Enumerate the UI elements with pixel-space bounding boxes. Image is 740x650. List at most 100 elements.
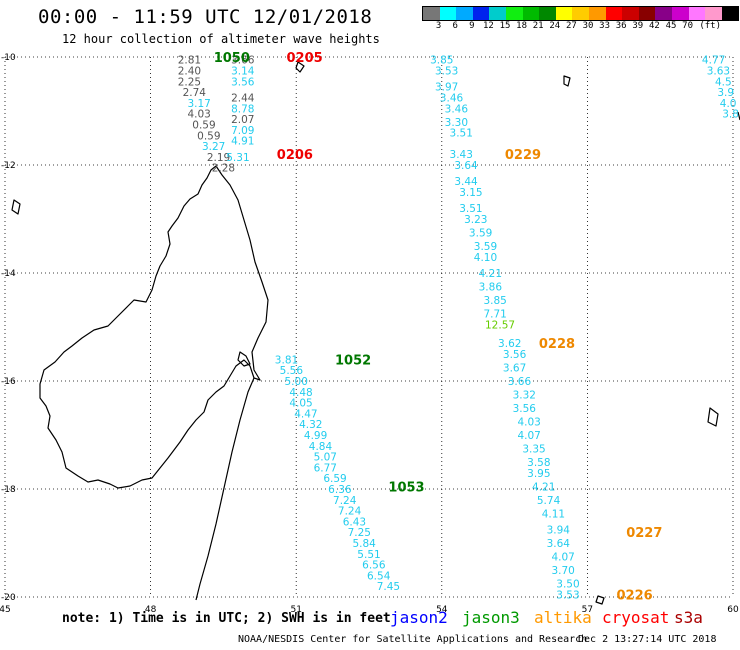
map-title: 00:00 - 11:59 UTC 12/01/2018: [38, 6, 373, 28]
wave-height-value: 6.56: [362, 560, 386, 572]
wave-height-value: 4.21: [532, 481, 555, 493]
wave-height-value: 4.07: [517, 430, 540, 442]
wave-height-value: 3.53: [556, 589, 579, 601]
wave-height-value: 5.00: [285, 376, 308, 388]
wave-height-value: 3.51: [450, 128, 473, 140]
wave-height-value: 4.0: [720, 98, 737, 110]
wave-height-value: 4.48: [289, 387, 312, 399]
island: [707, 407, 719, 427]
wave-height-value: 3.56: [503, 349, 527, 361]
lon-tick-label: 60: [727, 605, 739, 615]
wave-height-value: 0.59: [197, 130, 220, 142]
wave-height-value: 6.54: [367, 570, 391, 582]
colorbar-label: 12: [482, 21, 494, 31]
wave-height-value: 4.11: [542, 508, 565, 520]
wave-height-value: 3.94: [547, 525, 571, 537]
wave-height-value: 3.64: [547, 538, 571, 550]
wave-height-value: 4.5: [715, 76, 732, 88]
wave-height-value: 3.85: [430, 55, 453, 67]
wave-height-value: 4.05: [289, 398, 312, 410]
wave-height-value: 3.85: [483, 295, 506, 307]
wave-height-value: 4.32: [299, 419, 322, 431]
wave-height-value: 4.10: [474, 252, 497, 264]
wave-height-value: 4.84: [309, 441, 333, 453]
colorbar-swatch: [605, 7, 623, 20]
colorbar-label: 24: [549, 21, 561, 31]
wave-height-value: 8.78: [231, 103, 254, 115]
colorbar-swatch: [572, 7, 589, 20]
pass-time-label: 0228: [539, 337, 575, 352]
wave-height-value: 7.09: [231, 125, 254, 137]
pass-time-label: 1052: [335, 353, 371, 368]
madagascar-coast: [39, 165, 269, 489]
pass-time-label: 1053: [388, 480, 424, 495]
colorbar-swatch: [423, 7, 440, 20]
wave-height-value: 2.25: [178, 76, 201, 88]
colorbar-label: 36: [615, 21, 627, 31]
wave-height-value: 5.07: [314, 452, 337, 464]
wave-height-value: 3.15: [459, 187, 482, 199]
wave-height-value: 3.95: [527, 468, 550, 480]
wave-height-value: 4.47: [294, 408, 317, 420]
wave-height-value: 3.97: [435, 82, 458, 94]
credit-text: NOAA/NESDIS Center for Satellite Applica…: [238, 634, 588, 645]
wave-height-value: 3.17: [187, 98, 210, 110]
colorbar-label: 70: [682, 21, 694, 31]
pass-time-labels: 1050 0205 0206 1052 1053 0229 0228 0227 0226: [214, 51, 663, 603]
island: [237, 351, 251, 367]
madagascar-east-coast: [195, 377, 255, 601]
island: [11, 199, 21, 215]
colorbar-swatch: [539, 7, 556, 20]
wave-height-value: 3.46: [445, 103, 469, 115]
legend-jason2: jason2: [390, 608, 448, 627]
wave-height-value: 6.59: [323, 473, 346, 485]
wave-height-value: 3.86: [479, 282, 503, 294]
wave-height-value: 2.40: [178, 66, 201, 78]
wave-height-value: 3.67: [503, 363, 526, 375]
map-subtitle: 12 hour collection of altimeter wave hei…: [62, 32, 380, 46]
wave-height-value: 3.56: [231, 76, 255, 88]
lon-tick-label: 57: [582, 605, 593, 615]
colorbar-swatch: [622, 7, 639, 20]
colorbar-swatch: [705, 7, 722, 20]
colorbar-label: 33: [599, 21, 611, 31]
pass-time-label: 0206: [277, 148, 313, 163]
island: [563, 75, 571, 87]
wave-height-value: 4.07: [551, 552, 574, 564]
wave-height-value: 3.70: [551, 565, 574, 577]
wave-height-value: 3.56: [513, 403, 537, 415]
wave-height-value: 3.43: [450, 149, 473, 161]
lat-tick-label: -18: [1, 485, 16, 495]
axis-tick-labels: 45 48 51 54 57 60 -10 -12 -14 -16 -18 -20: [0, 53, 739, 615]
colorbar-label: 30: [582, 21, 594, 31]
wave-height-value: 3.53: [435, 66, 458, 78]
colorbar-swatch: [505, 7, 523, 20]
wave-height-value: 3.51: [459, 203, 482, 215]
wave-height-value: 6.77: [314, 462, 337, 474]
pass-time-label: 0205: [286, 51, 322, 66]
wave-height-value: 4.03: [187, 109, 210, 121]
wave-height-value: 3.46: [440, 93, 464, 105]
wave-height-value: 2.74: [183, 87, 207, 99]
lon-tick-label: 54: [436, 605, 448, 615]
wave-height-value: 3.35: [522, 444, 545, 456]
wave-height-value: 7.71: [483, 309, 506, 321]
colorbar-label: 39: [632, 21, 644, 31]
wave-height-value: 3.32: [513, 390, 536, 402]
wave-height-colorbar: [422, 6, 740, 21]
pass-time-label: 0229: [505, 148, 541, 163]
colorbar-label: 27: [565, 21, 577, 31]
lon-tick-label: 48: [145, 605, 157, 615]
wave-height-value: 3.59: [474, 241, 497, 253]
colorbar-label: 15: [499, 21, 511, 31]
wave-height-value: 3.9: [717, 87, 734, 99]
wave-height-value: 3.27: [202, 141, 225, 153]
wave-height-value: 3.23: [464, 214, 487, 226]
wave-height-value: 7.45: [377, 581, 400, 593]
wave-height-value: 0.59: [192, 120, 215, 132]
lon-tick-label: 51: [290, 605, 301, 615]
wave-height-value: 12.57: [485, 319, 515, 331]
colorbar-swatch: [671, 7, 689, 20]
colorbar-label: (ft): [699, 21, 722, 31]
wave-height-value: 3.81: [275, 354, 298, 366]
